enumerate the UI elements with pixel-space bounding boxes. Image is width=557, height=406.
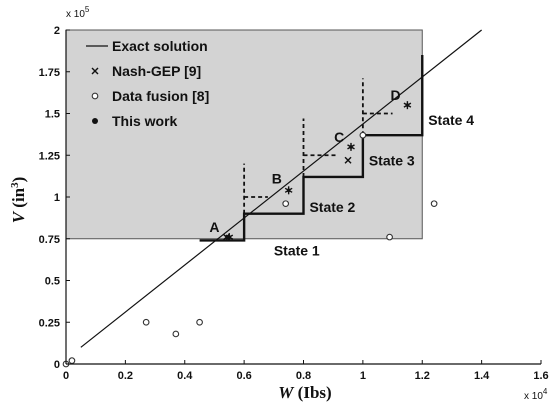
axes: 0 0.2 0.4 0.6 0.8 1 1.2 1.4 1.6 0 0.25 0.5 0.75 1 1.25… xyxy=(39,25,549,382)
nash-gep-point-stroke xyxy=(344,156,352,164)
x-tick-label: 0.8 xyxy=(296,370,311,382)
x-tick-label: 0 xyxy=(63,370,69,382)
this-work-point-dot xyxy=(405,103,410,107)
data-fusion-point xyxy=(359,131,367,139)
this-work-point xyxy=(347,142,355,151)
x-tick-label: 0.6 xyxy=(236,370,251,382)
x-tick-label: 1.4 xyxy=(474,370,490,382)
this-work-point xyxy=(403,101,412,110)
data-fusion-point xyxy=(172,330,180,338)
exact-solution-line xyxy=(80,29,482,348)
legend-label-exact-solution: Exact solution xyxy=(112,38,208,54)
data-fusion-point xyxy=(142,318,150,326)
y-multiplier: x 105 xyxy=(66,5,90,20)
x-tick-label: 0.4 xyxy=(177,370,193,382)
x-tick-label: 0.2 xyxy=(118,370,133,382)
data-fusion-point xyxy=(68,357,76,365)
y-tick-label: 1.75 xyxy=(39,67,60,79)
state-label: State 1 xyxy=(274,242,320,258)
x-axis-label: W (Ibs) xyxy=(278,383,331,402)
legend-label-this-work: This work xyxy=(112,113,178,129)
x-tick-label: 1.6 xyxy=(533,370,548,382)
this-work-point-dot xyxy=(227,235,232,239)
nash-gep-point-stroke xyxy=(222,233,230,241)
point-label: A xyxy=(209,219,219,235)
data-fusion-point xyxy=(386,233,393,241)
legend-swatch-circle-open xyxy=(91,92,99,100)
y-tick-label: 0 xyxy=(54,359,60,371)
data-fusion-point xyxy=(196,318,203,326)
plot-area: State 1 State 2 State 3 State 4 A B C D xyxy=(62,29,482,368)
staircase-boundary xyxy=(199,55,424,242)
legend-swatch-x-stroke xyxy=(91,67,99,75)
y-tick-label: 0.5 xyxy=(45,276,60,288)
this-work-point-dot xyxy=(286,188,291,193)
data-fusion-point xyxy=(282,200,290,208)
legend-swatch-asterisk xyxy=(92,118,98,124)
y-tick-label: 0.75 xyxy=(39,234,60,246)
point-label: D xyxy=(390,87,400,103)
y-tick-label: 2 xyxy=(54,25,60,37)
y-tick-label: 0.25 xyxy=(39,317,60,329)
legend: Exact solution Nash-GEP [9] Data fusion [8… xyxy=(86,38,209,129)
this-work-point xyxy=(284,186,293,195)
this-work-point-dot xyxy=(349,145,353,149)
y-tick-label: 1.25 xyxy=(39,150,60,162)
x-tick-label: 1 xyxy=(360,370,366,382)
state-label: State 4 xyxy=(428,112,474,128)
legend-swatch-x xyxy=(91,67,99,75)
y-tick-label: 1.5 xyxy=(45,109,60,121)
data-fusion-point xyxy=(430,200,438,208)
y-axis-label: V (in3) xyxy=(9,177,28,224)
legend-label-data-fusion: Data fusion [8] xyxy=(112,88,209,104)
nash-gep-point xyxy=(222,233,230,241)
state-label: State 3 xyxy=(369,152,415,168)
point-label: C xyxy=(334,129,344,145)
point-label: B xyxy=(272,171,282,187)
x-multiplier: x 104 xyxy=(524,387,548,402)
nash-gep-point xyxy=(344,156,352,164)
state-label: State 2 xyxy=(309,199,355,215)
legend-label-nash-gep: Nash-GEP [9] xyxy=(112,63,201,79)
x-tick-label: 1.2 xyxy=(415,370,430,382)
y-tick-label: 1 xyxy=(54,192,60,204)
this-work-point xyxy=(225,233,234,242)
